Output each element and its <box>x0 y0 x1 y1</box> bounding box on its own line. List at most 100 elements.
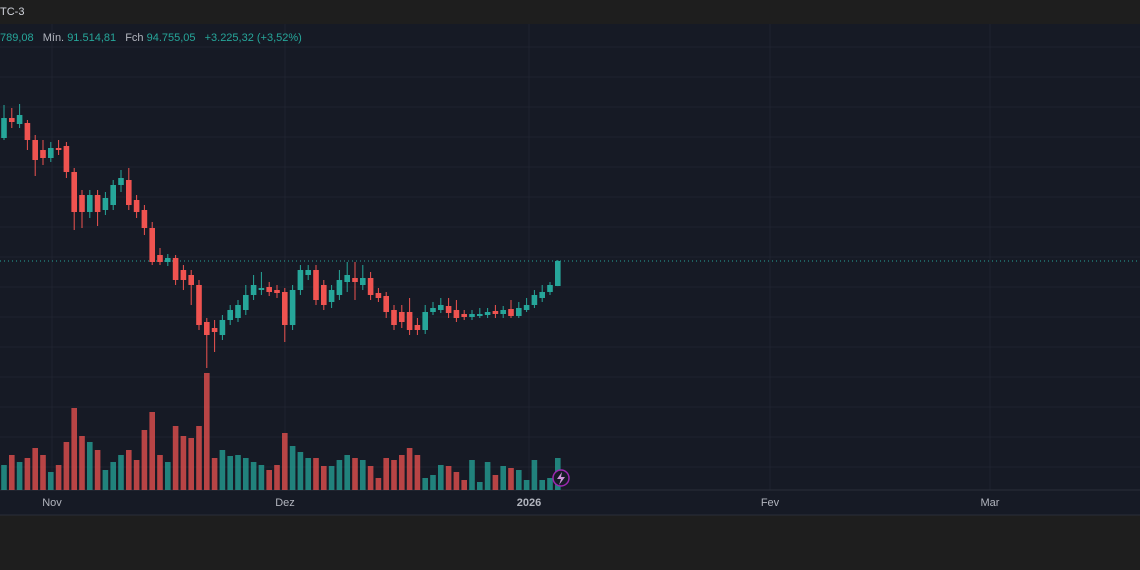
volume-bar <box>445 466 452 490</box>
candle-body <box>227 310 233 320</box>
candle-body <box>313 270 319 300</box>
high-value: 789,08 <box>0 32 34 44</box>
candle-body <box>430 308 436 312</box>
candle-body <box>414 325 421 330</box>
ohlc-header: 789,08 Mín. 91.514,81 Fch 94.755,05 +3.2… <box>0 32 302 44</box>
volume-bar <box>87 442 93 490</box>
candle-body <box>375 293 382 298</box>
volume-bar <box>204 373 210 490</box>
volume-bar <box>133 460 140 490</box>
volume-bar <box>243 458 249 490</box>
volume-bar <box>461 480 467 490</box>
volume-bar <box>172 426 179 490</box>
volume-bar <box>126 450 132 490</box>
candle-body <box>165 258 171 262</box>
volume-bar <box>118 455 124 490</box>
volume-bar <box>79 436 85 490</box>
volume-bar <box>430 475 436 490</box>
volume-bar <box>297 452 304 490</box>
candle-body <box>438 305 444 310</box>
volume-bar <box>157 455 163 490</box>
x-tick-label: Nov <box>42 497 62 509</box>
candle-body <box>523 305 530 310</box>
volume-bar <box>63 442 70 490</box>
volume-bar <box>516 470 522 490</box>
volume-bar <box>313 458 319 490</box>
candle-body <box>274 290 280 293</box>
volume-bar <box>9 455 15 490</box>
volume-bar <box>149 412 155 490</box>
volume-bar <box>165 462 171 490</box>
volume-bar <box>399 455 405 490</box>
volume-bar <box>414 455 421 490</box>
candle-body <box>492 311 499 314</box>
candle-body <box>289 290 296 325</box>
volume-bar <box>188 438 194 490</box>
volume-bar <box>219 450 226 490</box>
volume-bar <box>250 462 257 490</box>
candle-body <box>383 296 389 312</box>
candle-body <box>250 285 257 295</box>
close-label: Fch <box>125 32 143 44</box>
candle-body <box>547 285 553 292</box>
volume-bar <box>258 465 265 490</box>
x-tick-label: Dez <box>275 497 295 509</box>
grid <box>0 24 1140 490</box>
candle-body <box>63 146 70 172</box>
volume-bar <box>477 482 483 490</box>
volume-bar <box>110 462 116 490</box>
volume-bar <box>40 455 46 490</box>
candle-body <box>258 288 265 290</box>
volume-bar <box>196 426 202 490</box>
candle-body <box>149 228 155 262</box>
volume-bar <box>406 448 413 490</box>
candle-body <box>102 198 109 210</box>
candle-body <box>328 290 335 302</box>
candle-body <box>508 309 514 316</box>
volume-bar <box>328 466 335 490</box>
x-tick-label: Fev <box>761 497 780 509</box>
candle-body <box>126 180 132 205</box>
candle-body <box>484 312 491 315</box>
volume-bar <box>375 478 382 490</box>
candle-body <box>282 292 288 325</box>
volume-bar <box>48 472 54 490</box>
candle-body <box>235 305 241 318</box>
candle-body <box>204 322 210 335</box>
volume-bar <box>180 436 187 490</box>
candle-body <box>79 195 85 212</box>
volume-bar <box>469 460 475 490</box>
candle-body <box>406 312 413 330</box>
volume-bar <box>55 465 62 490</box>
volume-bar <box>235 455 241 490</box>
candle-body <box>367 278 374 295</box>
top-bar <box>0 0 1140 24</box>
candle-body <box>500 310 506 314</box>
volume-bar <box>141 430 148 490</box>
x-tick-label: 2026 <box>517 497 541 509</box>
low-value: 91.514,81 <box>67 32 116 44</box>
volume-bar <box>492 475 499 490</box>
volume-bar <box>547 478 553 490</box>
candle-body <box>516 308 522 316</box>
candle-body <box>180 270 187 280</box>
volume-bar <box>211 458 218 490</box>
volume-bar <box>282 433 288 490</box>
candle-body <box>266 287 272 292</box>
candle-body <box>1 118 7 138</box>
candle-body <box>391 310 397 325</box>
volume-bar <box>500 466 506 490</box>
candle-body <box>243 295 249 310</box>
candle-body <box>55 148 62 150</box>
candle-body <box>360 278 366 285</box>
ticker: TC-3 <box>0 6 24 18</box>
candle-body <box>87 195 93 212</box>
volume-bar <box>360 460 366 490</box>
candle-body <box>141 210 148 228</box>
volume-bar <box>523 480 530 490</box>
candle-body <box>157 255 163 262</box>
low-label: Mín. <box>43 32 64 44</box>
volume-bar <box>266 470 272 490</box>
